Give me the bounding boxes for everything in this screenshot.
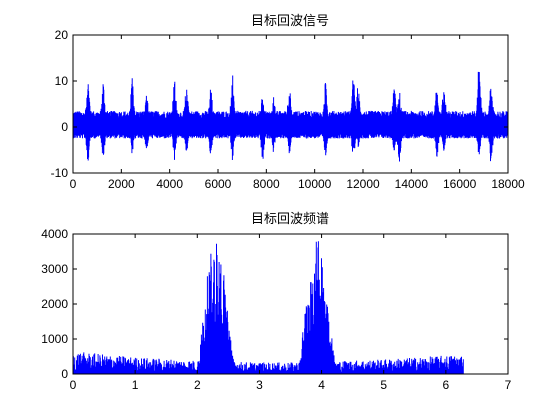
signal-xtick-label: 4000	[156, 177, 183, 191]
signal-xtick-label: 10000	[298, 177, 332, 191]
spectrum-xtick-label: 1	[132, 378, 139, 392]
spectrum-xtick-label: 5	[380, 378, 387, 392]
signal-xtick-label: 0	[70, 177, 77, 191]
spectrum-xtick-label: 2	[194, 378, 201, 392]
signal-xtick-label: 6000	[205, 177, 232, 191]
spectrum-ytick-label: 4000	[41, 227, 68, 241]
spectrum-ytick-label: 3000	[41, 262, 68, 276]
signal-ticks: 0 2000 4000 6000 8000 10000 12000 14000 16000 180…	[51, 28, 525, 191]
signal-ytick-label: 20	[55, 28, 69, 42]
signal-subplot: 目标回波信号 0 2000 4000 6000 8000 10000 12000 14000 1…	[51, 13, 525, 191]
spectrum-xtick-label: 6	[443, 378, 450, 392]
spectrum-xtick-label: 7	[505, 378, 512, 392]
signal-axes-box	[72, 34, 509, 174]
signal-xtick-label: 16000	[443, 177, 477, 191]
spectrum-xtick-label: 4	[318, 378, 325, 392]
signal-xtick-label: 14000	[395, 177, 429, 191]
spectrum-xtick-label: 3	[256, 378, 263, 392]
spectrum-subplot: 目标回波频谱 0 1 2 3 4 5 6 7 0 1000 2000 3000 4000	[41, 211, 511, 392]
signal-ytick-label: -10	[51, 166, 69, 180]
spectrum-ytick-label: 2000	[41, 297, 68, 311]
signal-xtick-label: 2000	[108, 177, 135, 191]
signal-xtick-label: 18000	[491, 177, 525, 191]
spectrum-title: 目标回波频谱	[251, 211, 329, 226]
spectrum-ytick-label: 0	[61, 367, 68, 381]
signal-xtick-label: 12000	[346, 177, 380, 191]
spectrum-ytick-label: 1000	[41, 332, 68, 346]
spectrum-ticks: 0 1 2 3 4 5 6 7 0 1000 2000 3000 4000	[41, 227, 511, 392]
signal-title: 目标回波信号	[251, 13, 329, 28]
spectrum-xtick-label: 0	[70, 378, 77, 392]
signal-ytick-label: 10	[55, 74, 69, 88]
signal-ytick-label: 0	[61, 120, 68, 134]
signal-xtick-label: 8000	[253, 177, 280, 191]
